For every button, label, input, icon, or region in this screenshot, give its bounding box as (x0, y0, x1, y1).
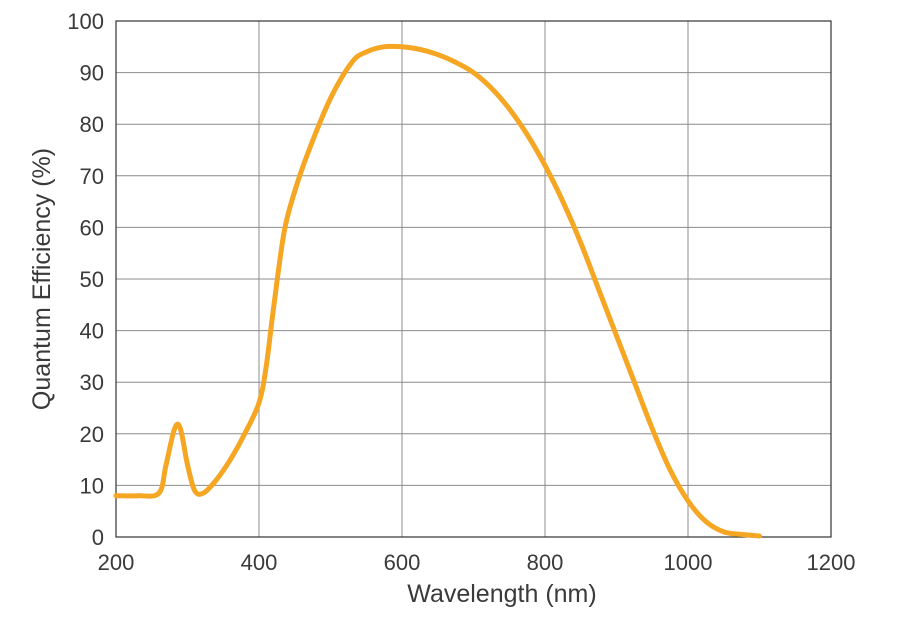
y-tick-label: 30 (80, 370, 104, 395)
x-tick-label: 200 (98, 550, 135, 575)
y-tick-label: 0 (92, 525, 104, 550)
grid (115, 20, 832, 538)
y-tick-label: 40 (80, 319, 104, 344)
y-tick-label: 10 (80, 473, 104, 498)
x-tick-label: 1200 (807, 550, 856, 575)
y-tick-label: 80 (80, 112, 104, 137)
y-tick-label: 70 (80, 164, 104, 189)
x-tick-labels: 200 400 600 800 1000 1200 (98, 550, 856, 575)
x-axis-title: Wavelength (nm) (407, 580, 596, 608)
y-tick-label: 50 (80, 267, 104, 292)
y-tick-label: 100 (67, 9, 104, 34)
y-tick-label: 90 (80, 61, 104, 86)
y-tick-labels: 0 10 20 30 40 50 60 70 80 90 100 (67, 9, 104, 550)
y-tick-label: 60 (80, 215, 104, 240)
y-axis-title: Quantum Efficiency (%) (28, 148, 56, 410)
x-tick-label: 1000 (664, 550, 713, 575)
x-tick-label: 600 (384, 550, 421, 575)
plot-frame (115, 20, 832, 538)
y-tick-label: 20 (80, 422, 104, 447)
x-tick-label: 800 (527, 550, 564, 575)
x-tick-label: 400 (241, 550, 278, 575)
qe-curve (113, 43, 762, 539)
